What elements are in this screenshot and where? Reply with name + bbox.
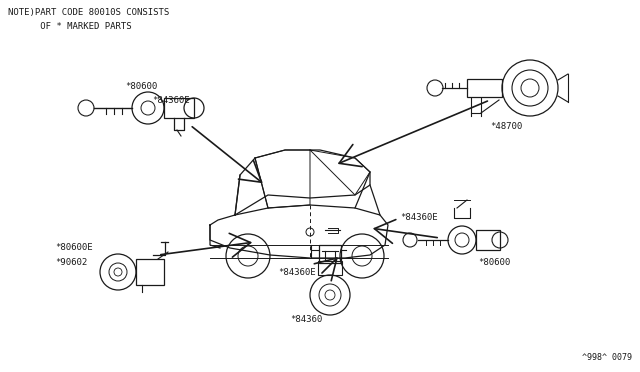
- Bar: [319, 245, 341, 263]
- Text: *48700: *48700: [490, 122, 522, 131]
- Text: *80600: *80600: [478, 258, 510, 267]
- Text: *84360: *84360: [290, 315, 323, 324]
- Bar: [164, 98, 194, 118]
- Bar: [476, 230, 500, 250]
- Text: *90602: *90602: [55, 258, 87, 267]
- Text: *84360E: *84360E: [278, 268, 316, 277]
- Bar: [318, 261, 342, 275]
- Text: *84360E: *84360E: [400, 213, 438, 222]
- Text: OF * MARKED PARTS: OF * MARKED PARTS: [8, 22, 132, 31]
- Text: ^998^ 0079: ^998^ 0079: [582, 353, 632, 362]
- Bar: [136, 259, 164, 285]
- Text: *80600: *80600: [125, 82, 157, 91]
- Text: *80600E: *80600E: [55, 243, 93, 252]
- Text: *84360E: *84360E: [152, 96, 189, 105]
- Bar: [467, 79, 502, 97]
- Text: NOTE)PART CODE 80010S CONSISTS: NOTE)PART CODE 80010S CONSISTS: [8, 8, 169, 17]
